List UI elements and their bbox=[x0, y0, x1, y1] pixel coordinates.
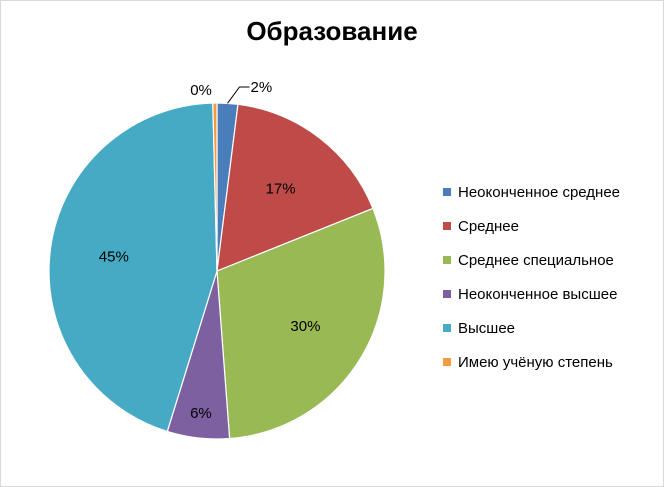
data-label-1: 2% bbox=[251, 79, 273, 96]
legend-swatch bbox=[443, 324, 451, 332]
data-label-6: 0% bbox=[190, 82, 212, 99]
legend-item-2: Среднее bbox=[443, 209, 620, 243]
legend-swatch bbox=[443, 358, 451, 366]
legend-label: Неоконченное высшее bbox=[458, 285, 618, 303]
chart-title: Образование bbox=[246, 16, 418, 46]
data-label-3: 30% bbox=[290, 318, 320, 335]
legend-swatch bbox=[443, 290, 451, 298]
pie-slice-3 bbox=[216, 207, 386, 440]
legend-item-1: Неоконченное среднее bbox=[443, 175, 620, 209]
legend-item-4: Неоконченное высшее bbox=[443, 277, 620, 311]
data-label-2: 17% bbox=[266, 181, 296, 198]
legend-label: Имею учёную степень bbox=[458, 353, 613, 371]
legend-label: Среднее специальное bbox=[458, 251, 614, 269]
legend-item-6: Имею учёную степень bbox=[443, 345, 620, 379]
legend-swatch bbox=[443, 256, 451, 264]
pie-slice-2 bbox=[216, 103, 374, 272]
legend-item-5: Высшее bbox=[443, 311, 620, 345]
legend-label: Среднее bbox=[458, 217, 519, 235]
legend-swatch bbox=[443, 222, 451, 230]
legend-label: Высшее bbox=[458, 319, 516, 337]
data-label-5: 45% bbox=[99, 249, 129, 266]
leader-line-1 bbox=[227, 86, 250, 104]
legend-label: Неоконченное среднее bbox=[458, 183, 621, 201]
legend-item-3: Среднее специальное bbox=[443, 243, 620, 277]
pie-slice-5 bbox=[48, 102, 218, 433]
pie-slice-6 bbox=[212, 102, 218, 272]
data-label-4: 6% bbox=[190, 405, 212, 422]
chart-legend: Неоконченное среднее Среднее Среднее специ… bbox=[443, 175, 620, 379]
legend-swatch bbox=[443, 188, 451, 196]
